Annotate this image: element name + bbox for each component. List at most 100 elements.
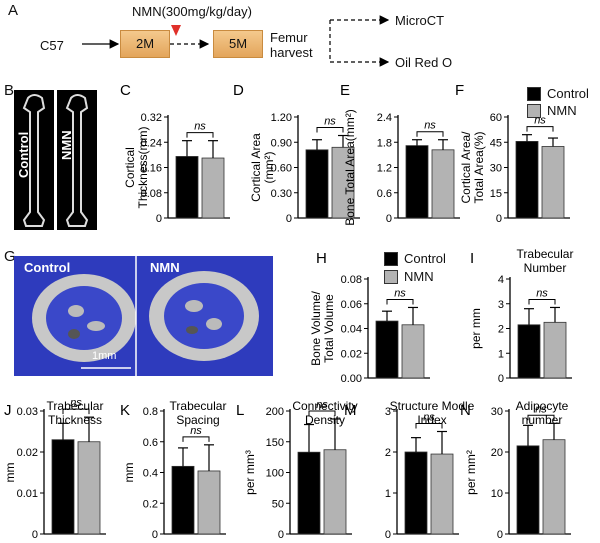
- significance-label: ns: [424, 120, 436, 132]
- y-tick-label: 2.4: [377, 112, 392, 124]
- bar-control: [375, 320, 399, 379]
- y-tick-label: 1.20: [271, 112, 292, 124]
- bar-nmn: [541, 146, 565, 219]
- y-tick-label: 0: [156, 213, 162, 225]
- bar-nmn: [430, 453, 454, 535]
- bar-nmn: [201, 157, 225, 219]
- legend-swatch-control: [527, 86, 541, 101]
- y-tick-label: 0.01: [17, 488, 38, 500]
- y-tick-label: 3: [385, 406, 391, 418]
- treatment-marker-icon: [171, 25, 181, 36]
- significance-bracket: [415, 423, 443, 429]
- bar-control: [171, 465, 195, 535]
- bar-control: [405, 145, 429, 219]
- y-tick-label: 0: [386, 213, 392, 225]
- bar-control: [305, 149, 329, 219]
- chart-title: Trabecular: [517, 247, 574, 261]
- legend-label-control: Control: [404, 251, 446, 266]
- panel-letter: N: [460, 402, 471, 419]
- panel-letter: C: [120, 82, 131, 99]
- panel-letter: D: [233, 82, 244, 99]
- bar-control: [404, 451, 428, 535]
- y-tick-label: 0.06: [341, 299, 362, 311]
- y-tick-label: 15: [490, 188, 502, 200]
- legend-swatch-control: [384, 251, 398, 266]
- microct-label-control: Control: [24, 260, 71, 275]
- significance-label: ns: [190, 425, 202, 437]
- y-tick-label: 0: [32, 529, 38, 541]
- y-tick-label: 60: [490, 112, 502, 124]
- y-axis-label: Cortical Area: [249, 133, 263, 202]
- chart-e: E 0 0.6 1.2 1.8 2.4 Bone Total Area(mm²) ns: [340, 82, 460, 226]
- bar-nmn: [77, 441, 101, 535]
- y-tick-label: 2: [498, 324, 504, 336]
- bar-nmn: [543, 321, 567, 379]
- y-tick-label: 1.8: [377, 137, 392, 149]
- chart-d: D 0 0.30 0.60 0.90 1.20 Cortical Area (mm²) ns: [233, 82, 360, 225]
- microct-image: Control NMN 1mm: [14, 256, 273, 376]
- femur-image-nmn: NMN: [57, 90, 97, 230]
- significance-label: ns: [534, 115, 546, 127]
- chart-title: Thickness: [48, 413, 102, 427]
- y-axis-label: mm: [3, 463, 17, 483]
- scale-bar-label: 1mm: [92, 350, 117, 362]
- y-tick-label: 0.02: [17, 447, 38, 459]
- y-tick-label: 0: [496, 213, 502, 225]
- y-axis-label: per mm: [469, 308, 483, 349]
- y-axis-label: Bone Total Area(mm²): [343, 109, 357, 226]
- significance-label: ns: [394, 287, 406, 299]
- y-tick-label: 45: [490, 137, 502, 149]
- femur-image-control: Control: [14, 90, 54, 230]
- significance-label: ns: [535, 403, 547, 415]
- femur-icon: [65, 94, 89, 227]
- y-axis-label: per mm³: [243, 450, 257, 495]
- start-age-box: 2M: [120, 30, 170, 58]
- significance-bracket: [416, 131, 444, 137]
- panel-letter: I: [470, 250, 474, 267]
- legend-control-h: Control: [384, 251, 446, 266]
- y-tick-label: 0.02: [341, 348, 362, 360]
- y-tick-label: 30: [491, 406, 503, 418]
- y-tick-label: 200: [266, 406, 284, 418]
- bar-control: [517, 324, 541, 379]
- y-tick-label: 0.32: [141, 112, 162, 124]
- y-tick-label: 0: [497, 529, 503, 541]
- schematic-arrows: [82, 15, 390, 67]
- y-tick-label: 1.2: [377, 163, 392, 175]
- chart-f: F 0 15 30 45 60 Cortical Area/Total Area(%) ns: [455, 82, 570, 225]
- significance-bracket: [182, 436, 210, 442]
- chart-title: Spacing: [176, 413, 219, 427]
- significance-bracket: [526, 126, 554, 132]
- bar-control: [51, 439, 75, 535]
- panel-letter-a: A: [8, 2, 19, 19]
- legend-label-nmn: NMN: [404, 269, 434, 284]
- y-tick-label: 2: [385, 447, 391, 459]
- y-tick-label: 0: [385, 529, 391, 541]
- output-microct: MicroCT: [395, 13, 445, 28]
- bar-nmn: [431, 149, 455, 219]
- significance-bracket: [527, 414, 555, 421]
- legend-nmn: NMN: [527, 103, 577, 118]
- chart-c: C 0 0.08 0.16 0.24 0.32 Cortical Thickness(mm) n…: [120, 82, 230, 225]
- y-axis-label: Total Area(%): [472, 131, 486, 203]
- y-tick-label: 0.6: [377, 188, 392, 200]
- panel-letter: E: [340, 82, 350, 99]
- panel-letter: K: [120, 402, 130, 419]
- legend-swatch-nmn: [384, 269, 398, 284]
- y-tick-label: 0.2: [143, 498, 158, 510]
- y-tick-label: 4: [498, 274, 504, 286]
- panel-letter: L: [236, 402, 244, 419]
- chart-title: Connectivity: [292, 399, 357, 413]
- y-tick-label: 100: [266, 468, 284, 480]
- chart-title: Adipocyte: [516, 399, 569, 413]
- output-oil-red-o: Oil Red O: [395, 55, 453, 70]
- panel-letter-g: G: [4, 248, 16, 265]
- significance-bracket: [186, 132, 214, 138]
- panel-letter: H: [316, 250, 327, 267]
- y-axis-label: mm: [122, 463, 136, 483]
- chart-h: H 0.00 0.02 0.04 0.06 0.08 Bone Volume/Total V…: [309, 250, 430, 385]
